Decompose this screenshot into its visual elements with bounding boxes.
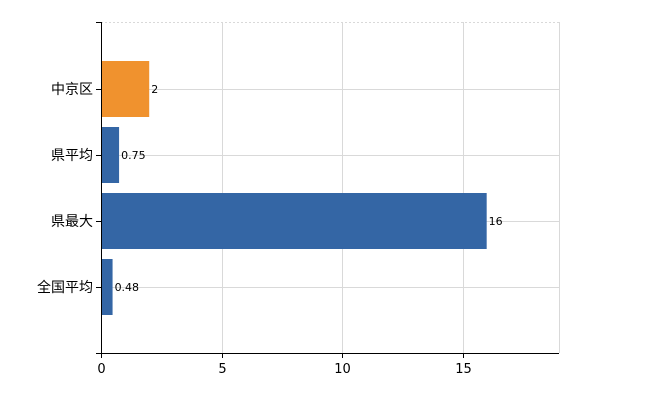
x-tick-label-2: 10 xyxy=(334,362,351,377)
value-label-3: 0.48 xyxy=(115,281,140,294)
x-tick-label-1: 5 xyxy=(218,362,226,377)
value-label-2: 16 xyxy=(489,215,503,228)
label-layer: 2 中京区 0.75 県平均 16 県最大 0.48 全国平均 0 5 10 15 xyxy=(37,82,503,377)
value-label-1: 0.75 xyxy=(121,149,146,162)
grid-layer xyxy=(101,22,560,353)
bar-1 xyxy=(101,127,120,183)
category-label-0: 中京区 xyxy=(51,82,93,98)
bar-2 xyxy=(101,193,487,249)
category-label-3: 全国平均 xyxy=(37,279,93,296)
x-tick-label-3: 15 xyxy=(455,362,472,377)
category-label-2: 県最大 xyxy=(51,214,93,230)
bar-0 xyxy=(101,61,150,117)
category-label-1: 県平均 xyxy=(51,148,93,164)
axis-layer xyxy=(96,22,559,358)
x-tick-label-0: 0 xyxy=(97,362,105,377)
bar-layer xyxy=(101,61,487,315)
bar-3 xyxy=(101,259,113,315)
value-label-0: 2 xyxy=(151,83,158,96)
